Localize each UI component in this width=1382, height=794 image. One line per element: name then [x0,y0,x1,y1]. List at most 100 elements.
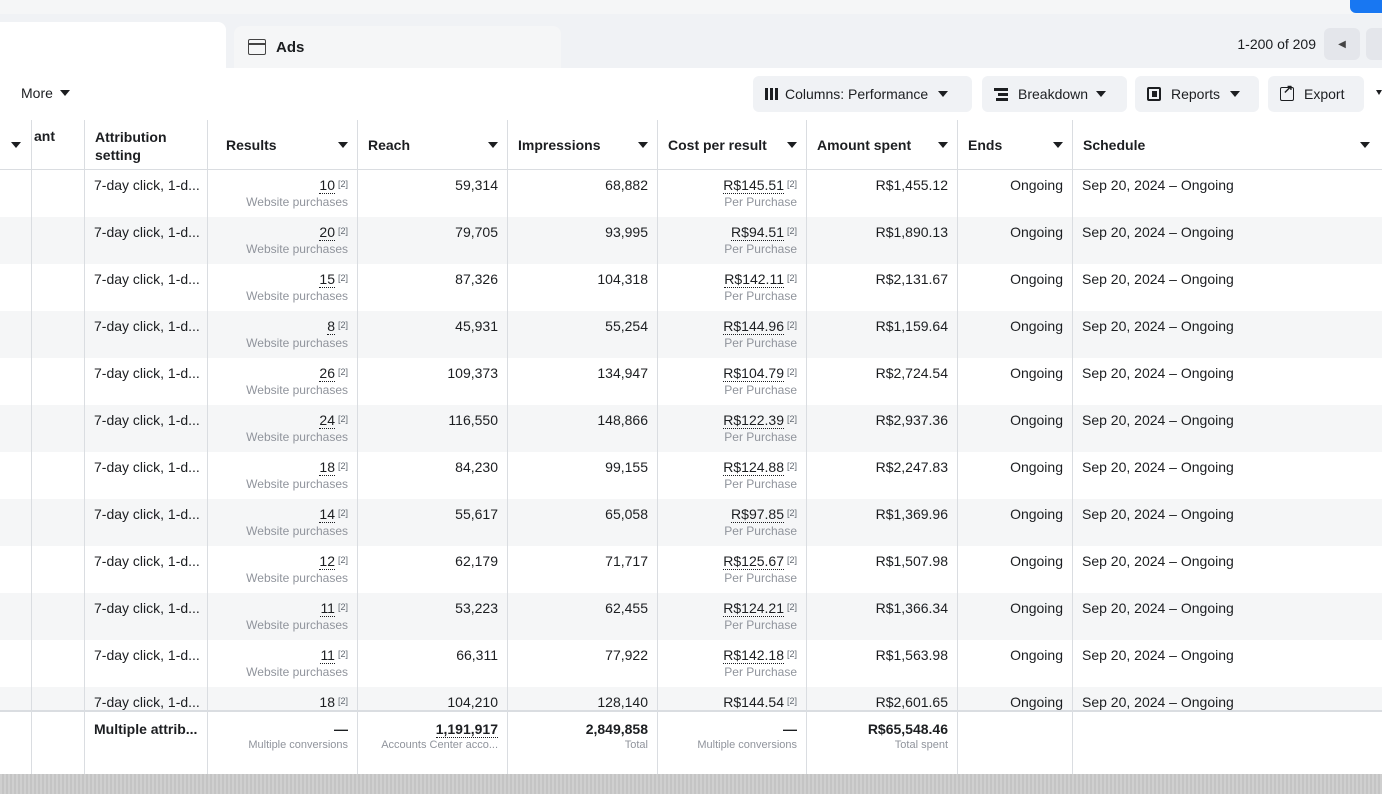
cell-cost-per-result-value[interactable]: R$94.51 [731,224,784,241]
cell-cost-per-result-value[interactable]: R$104.79 [723,365,784,382]
cell-results-value[interactable]: 20 [319,224,335,241]
cell-results-value[interactable]: 10 [319,177,335,194]
footnote-marker: [2] [786,273,797,283]
cell-ends: Ongoing [958,217,1073,264]
table-row[interactable]: 7-day click, 1-d... 15 [2] Website purchase… [0,264,1382,311]
cell-results-value[interactable]: 11 [320,600,335,617]
reports-button[interactable]: Reports [1135,76,1259,112]
cell-amount-spent-value: R$1,369.96 [875,506,948,522]
cell-cost-per-result: R$122.39 [2] Per Purchase [658,405,807,452]
header-results-label: Results [226,137,277,153]
cell-cost-per-result-sub: Per Purchase [724,665,797,679]
header-reach-label: Reach [368,137,411,153]
table-row[interactable]: 7-day click, 1-d... 26 [2] Website purchase… [0,358,1382,405]
cell-results-value[interactable]: 11 [320,647,335,664]
cell-reach: 109,373 [358,358,508,405]
cell-schedule-value: Sep 20, 2024 – Ongoing [1082,224,1234,240]
cell-ends: Ongoing [958,264,1073,311]
cell-impressions-value: 134,947 [597,365,648,381]
header-reach[interactable]: Reach [358,120,508,170]
cell-results-value[interactable]: 8 [327,318,335,335]
cell-results-value[interactable]: 24 [319,412,335,429]
cell-results-value[interactable]: 15 [319,271,335,288]
summary-results-sub: Multiple conversions [248,739,348,751]
cell-cost-per-result-value[interactable]: R$142.11 [724,271,784,288]
cell-attribution-value: 7-day click, 1-d... [94,694,200,710]
more-button[interactable]: More [21,85,70,101]
table-row[interactable]: 7-day click, 1-d... 10 [2] Website purchase… [0,170,1382,217]
cell-results-sub: Website purchases [246,618,348,632]
cell-schedule-value: Sep 20, 2024 – Ongoing [1082,506,1234,522]
cell-impressions: 62,455 [508,593,658,640]
cell-cost-per-result-value[interactable]: R$125.67 [723,553,784,570]
table-row[interactable]: 7-day click, 1-d... 12 [2] Website purchase… [0,546,1382,593]
header-partial-col[interactable] [0,120,32,170]
footnote-marker: [2] [337,320,348,330]
summary-amount-sub: Total spent [894,739,948,751]
cell-cost-per-result-value[interactable]: R$142.18 [723,647,784,664]
cell-schedule: Sep 20, 2024 – Ongoing [1073,640,1382,687]
summary-reach-value[interactable]: 1,191,917 [435,721,498,738]
header-schedule[interactable]: Schedule [1073,120,1382,170]
chevron-down-icon[interactable] [1376,90,1382,96]
cell-amount-spent: R$2,247.83 [807,452,958,499]
table-row[interactable]: 7-day click, 1-d... 11 [2] Website purchase… [0,640,1382,687]
caret-down-icon [1360,142,1370,148]
columns-button[interactable]: Columns: Performance [753,76,972,112]
cell-cost-per-result-value[interactable]: R$124.21 [723,600,784,617]
cell-ends-value: Ongoing [1010,459,1063,475]
cell-results-value[interactable]: 14 [319,506,335,523]
table-row[interactable]: 7-day click, 1-d... 24 [2] Website purchase… [0,405,1382,452]
table-row[interactable]: 7-day click, 1-d... 14 [2] Website purchase… [0,499,1382,546]
tab-active-partial[interactable] [0,22,226,68]
prev-page-button[interactable]: ◀ [1324,28,1360,60]
table-row[interactable]: 7-day click, 1-d... 8 [2] Website purchases… [0,311,1382,358]
cell-results: 18[2] Website purchases [208,452,358,499]
summary-impressions: 2,849,858 Total [508,712,658,774]
header-attribution[interactable]: Attribution setting [85,120,208,170]
cell-schedule-value: Sep 20, 2024 – Ongoing [1082,694,1234,710]
caret-down-icon [938,142,948,148]
cell-attribution: 7-day click, 1-d... [85,405,208,452]
cell-reach-value: 53,223 [455,600,498,616]
caret-down-icon [1096,91,1107,97]
table-row[interactable]: 7-day click, 1-d... 11 [2] Website purchase… [0,593,1382,640]
cell-partial [0,499,32,546]
cell-impressions-value: 65,058 [605,506,648,522]
next-page-button[interactable] [1366,28,1382,60]
header-partial-text[interactable]: ant [32,120,85,170]
cell-cost-per-result-value[interactable]: R$144.96 [723,318,784,335]
cell-cost-per-result-value[interactable]: R$145.51 [723,177,784,194]
header-impressions[interactable]: Impressions [508,120,658,170]
header-amount-spent[interactable]: Amount spent [807,120,958,170]
cell-cost-per-result-value[interactable]: R$122.39 [723,412,784,429]
cell-results-value[interactable]: 18 [319,694,335,711]
cell-cost-per-result-value[interactable]: R$97.85 [731,506,784,523]
cell-reach-value: 87,326 [455,271,498,287]
table-row[interactable]: 7-day click, 1-d...18[2]Website purchase… [0,452,1382,499]
header-results[interactable]: Results [208,120,358,170]
header-attribution-label: Attribution setting [95,129,167,163]
table-row[interactable]: 7-day click, 1-d... 20 [2] Website purchase… [0,217,1382,264]
cell-impressions-value: 148,866 [597,412,648,428]
cell-results: 12 [2] Website purchases [208,546,358,593]
cell-results-value[interactable]: 12 [319,553,335,570]
header-cost-per-result[interactable]: Cost per result [658,120,807,170]
tab-ads[interactable]: Ads [234,26,561,68]
header-ends[interactable]: Ends [958,120,1073,170]
reports-icon [1147,87,1161,101]
cell-reach: 55,617 [358,499,508,546]
cell-cost-per-result: R$94.51 [2] Per Purchase [658,217,807,264]
cell-results-value[interactable]: 18 [319,459,335,476]
cell-results: 26 [2] Website purchases [208,358,358,405]
summary-attribution: Multiple attrib... [85,712,208,774]
cell-results: 11 [2] Website purchases [208,593,358,640]
cell-attribution-value: 7-day click, 1-d... [94,412,200,428]
summary-amount: R$65,548.46 Total spent [807,712,958,774]
create-button-edge[interactable] [1350,0,1382,13]
cell-cost-per-result-value[interactable]: R$124.88 [723,459,784,476]
cell-cost-per-result-value[interactable]: R$144.54 [723,694,784,711]
cell-results-value[interactable]: 26 [319,365,335,382]
export-button[interactable]: Export [1268,76,1364,112]
breakdown-button[interactable]: Breakdown [982,76,1127,112]
